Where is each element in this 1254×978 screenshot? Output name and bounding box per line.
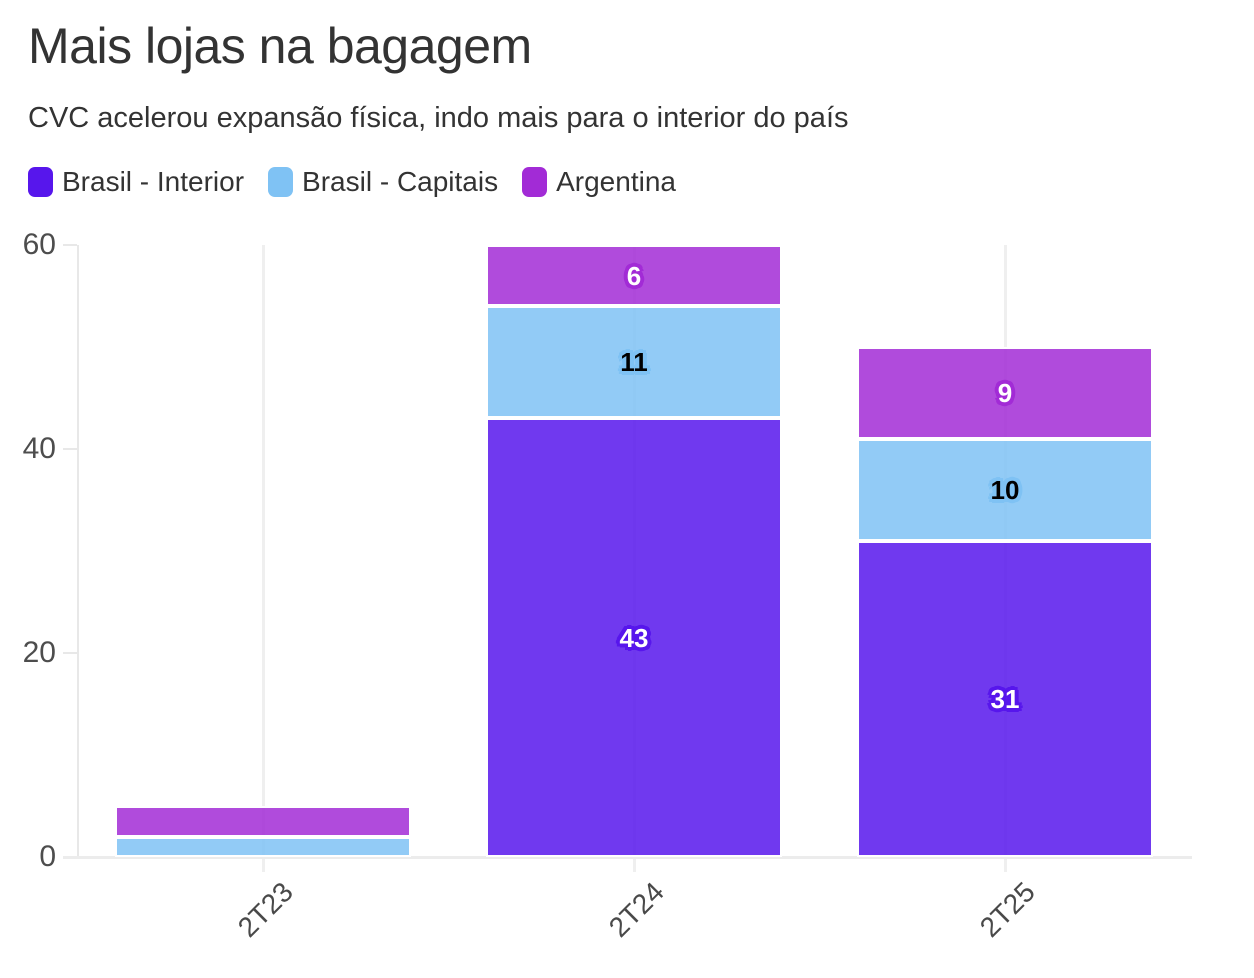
- bar-segment-2T25-2[interactable]: [857, 438, 1153, 541]
- legend-label: Argentina: [556, 166, 676, 197]
- bar-segment-2T24-3[interactable]: [486, 245, 782, 307]
- x-axis-label-2T23: 2T23: [231, 876, 299, 944]
- bar-segment-2T23-3[interactable]: [115, 806, 411, 837]
- bar-segment-2T25-1[interactable]: [857, 540, 1153, 857]
- y-tick: [63, 244, 77, 246]
- chart-title: Mais lojas na bagagem: [28, 18, 532, 74]
- legend-swatch-icon: [28, 167, 53, 197]
- legend-item-2[interactable]: Brasil - Capitais: [268, 166, 498, 198]
- chart-subtitle: CVC acelerou expansão física, indo mais …: [28, 102, 849, 134]
- legend-swatch-icon: [268, 167, 294, 197]
- y-tick-label: 0: [39, 840, 56, 873]
- category-gridline: [262, 245, 265, 872]
- y-tick: [63, 448, 77, 450]
- legend: Brasil - Interior Brasil - Capitais Argent…: [28, 166, 676, 198]
- bar-segment-2T25-3[interactable]: [857, 347, 1153, 439]
- legend-label: Brasil - Capitais: [302, 166, 499, 197]
- y-tick-label: 60: [22, 228, 56, 261]
- x-axis-baseline: [63, 856, 1192, 859]
- legend-item-3[interactable]: Argentina: [522, 166, 676, 198]
- y-tick-label: 20: [22, 636, 56, 669]
- y-tick: [63, 652, 77, 654]
- bar-segment-2T24-2[interactable]: [486, 306, 782, 419]
- legend-swatch-icon: [522, 167, 548, 197]
- x-axis-label-2T25: 2T25: [973, 876, 1041, 944]
- bar-segment-2T23-2[interactable]: [115, 836, 411, 857]
- legend-item-1[interactable]: Brasil - Interior: [28, 166, 244, 198]
- x-axis-label-2T24: 2T24: [602, 876, 670, 944]
- bar-segment-2T24-1[interactable]: [486, 418, 782, 857]
- legend-label: Brasil - Interior: [62, 166, 245, 197]
- y-axis-line: [77, 245, 79, 857]
- y-tick-label: 40: [22, 432, 56, 465]
